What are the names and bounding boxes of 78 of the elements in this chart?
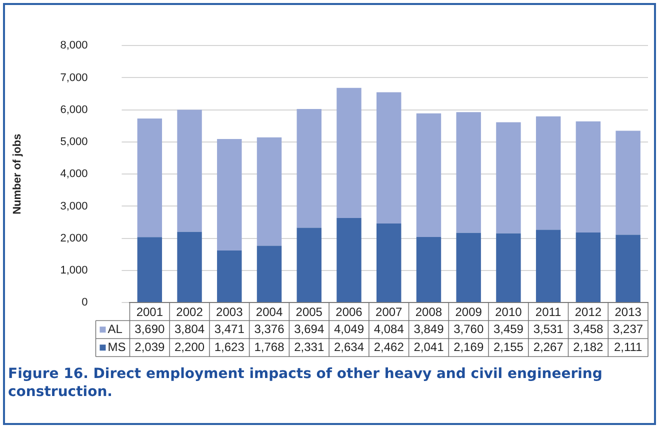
data-label: 3,690: [134, 322, 165, 336]
bar: [137, 237, 162, 302]
x-tick-label: 2003: [216, 305, 244, 320]
bar: [177, 110, 202, 232]
x-tick-label: 2007: [376, 305, 403, 320]
data-label: 3,458: [573, 322, 604, 336]
bar: [576, 121, 601, 233]
x-tick-label: 2012: [574, 305, 602, 320]
x-tick-label: 2011: [535, 305, 562, 320]
data-label: 3,694: [294, 322, 324, 336]
data-label: 2,169: [454, 340, 484, 354]
caption: Figure 16. Direct employment impacts of other heavy and civil engineering construction.: [8, 365, 604, 401]
bar: [296, 109, 322, 228]
data-label: 4,084: [374, 322, 404, 336]
legend-label: AL: [108, 322, 123, 336]
bar: [616, 130, 640, 235]
data-label: 3,760: [454, 322, 484, 336]
data-label: 1,623: [214, 340, 245, 354]
x-tick-label: 2004: [256, 305, 283, 320]
data-label: 2,462: [374, 340, 404, 354]
data-label: 3,376: [254, 322, 285, 336]
bar: [536, 230, 561, 302]
data-label: 3,237: [613, 322, 644, 336]
bar: [217, 250, 242, 302]
x-tick-label: 2006: [336, 305, 363, 320]
bar: [296, 228, 322, 302]
bar: [376, 224, 402, 302]
x-tick-label: 2009: [455, 305, 482, 320]
bar: [256, 246, 282, 302]
y-tick-label: 6,000: [60, 104, 88, 116]
data-label: 3,471: [214, 322, 245, 336]
y-tick-label: 0: [82, 296, 88, 309]
bar: [416, 237, 442, 302]
data-label: 3,849: [414, 322, 444, 336]
y-tick-label: 4,000: [60, 168, 88, 180]
x-tick-label: 2005: [296, 305, 323, 320]
data-label: 2,267: [533, 340, 564, 354]
y-tick-label: 3,000: [60, 200, 88, 212]
x-tick-label: 2001: [136, 305, 164, 320]
y-tick-label: 8,000: [60, 40, 88, 52]
bar: [496, 233, 521, 302]
y-tick-label: 1,000: [60, 264, 88, 277]
bar: [336, 88, 362, 218]
bar: [456, 112, 481, 233]
bar: [177, 232, 202, 302]
data-label: 3,804: [174, 322, 205, 336]
y-tick-label: 2,000: [60, 232, 88, 244]
y-tick-label: 7,000: [60, 72, 88, 84]
data-label: 2,041: [414, 340, 444, 354]
legend-label: MS: [108, 340, 126, 354]
data-label: 2,200: [174, 340, 205, 354]
x-tick-label: 2002: [176, 305, 204, 320]
bar: [616, 234, 640, 302]
bar: [376, 92, 402, 224]
data-label: 1,768: [254, 340, 285, 354]
x-tick-label: 2008: [415, 305, 442, 320]
data-label: 2,111: [614, 340, 643, 354]
bar: [456, 232, 481, 302]
bar: [536, 116, 561, 230]
bar: [496, 122, 521, 234]
bar: [137, 118, 162, 238]
data-label: 3,531: [533, 322, 564, 336]
data-label: 2,039: [134, 340, 165, 354]
bar: [576, 232, 601, 302]
bar: [416, 113, 442, 238]
data-label: 2,634: [334, 340, 364, 354]
data-label: 2,155: [493, 340, 524, 354]
data-label: 4,049: [334, 322, 364, 336]
data-label: 3,459: [493, 322, 524, 336]
bar: [217, 138, 242, 250]
data-label: 2,182: [573, 340, 604, 354]
x-tick-label: 2010: [495, 305, 522, 320]
x-tick-label: 2013: [614, 305, 642, 320]
y-tick-label: 5,000: [60, 136, 88, 148]
data-label: 2,331: [294, 340, 324, 354]
bar: [256, 137, 282, 246]
bar: [336, 218, 362, 302]
y-axis-title: Number of jobs: [12, 134, 24, 214]
